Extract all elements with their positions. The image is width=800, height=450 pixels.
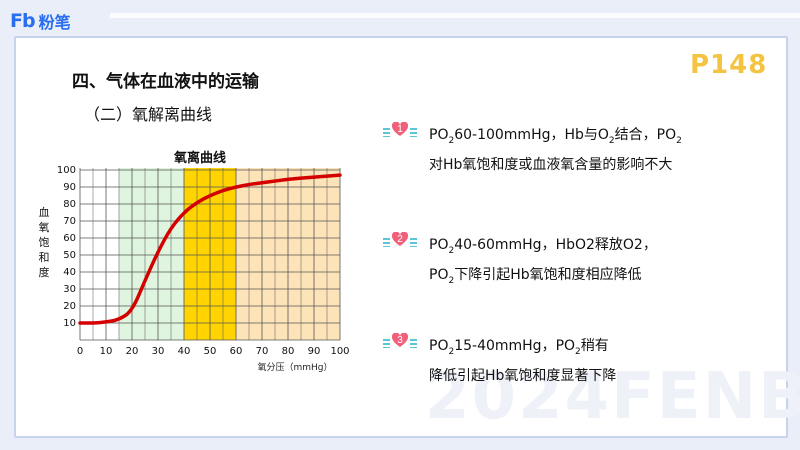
y-tick-label: 60 xyxy=(63,233,76,244)
y-axis-label-char: 和 xyxy=(39,251,50,264)
y-tick-label: 20 xyxy=(63,301,76,312)
brand-logo: Fb xyxy=(10,10,36,32)
y-tick-label: 80 xyxy=(63,199,76,210)
note-1-line2: 对Hb氧饱和度或血液氧含量的影响不大 xyxy=(429,156,673,173)
watermark: 2024FENBI xyxy=(425,360,800,434)
y-tick-label: 50 xyxy=(63,250,76,261)
heart-2-icon: 2 xyxy=(383,231,417,255)
brand-name: 粉笔 xyxy=(38,13,71,32)
y-axis-label-char: 氧 xyxy=(39,220,50,234)
x-tick-labels: 0 10 20 30 40 50 60 70 80 90 100 xyxy=(77,346,350,357)
x-tick-label: 10 xyxy=(100,346,113,357)
header-stripe xyxy=(110,13,800,18)
section-title: 四、气体在血液中的运输 xyxy=(72,72,259,92)
chart-title: 氧离曲线 xyxy=(173,150,226,166)
y-axis-label-char: 血 xyxy=(39,205,50,219)
y-axis-label-char: 饱 xyxy=(39,235,50,249)
y-tick-label: 90 xyxy=(63,182,76,193)
note-3-line2: 降低引起Hb氧饱和度显著下降 xyxy=(429,367,617,384)
sub-title: （二）氧解离曲线 xyxy=(84,105,213,124)
x-tick-label: 40 xyxy=(178,346,191,357)
chart-grid xyxy=(79,168,341,341)
x-tick-label: 80 xyxy=(282,346,295,357)
x-tick-label: 0 xyxy=(77,346,83,357)
y-tick-label: 100 xyxy=(57,165,76,176)
note-2: 2 PO240-60mmHg，HbO2释放O2， PO2下降引起Hb氧饱和度相应… xyxy=(383,231,657,293)
y-tick-label: 10 xyxy=(63,318,76,329)
y-tick-label: 40 xyxy=(63,267,76,278)
heart-1-icon: 1 xyxy=(383,121,417,145)
brand: Fb 粉笔 xyxy=(10,9,71,33)
x-tick-label: 70 xyxy=(256,346,269,357)
x-tick-label: 50 xyxy=(204,346,217,357)
note-3: 3 PO215-40mmHg，PO2稍有 降低引起Hb氧饱和度显著下降 xyxy=(383,332,617,388)
heart-3-icon: 3 xyxy=(383,332,417,356)
x-tick-label: 100 xyxy=(330,346,349,357)
x-tick-label: 90 xyxy=(308,346,321,357)
y-tick-label: 30 xyxy=(63,284,76,295)
note-1: 1 PO260-100mmHg，Hb与O2结合，PO2 对Hb氧饱和度或血液氧含… xyxy=(383,121,682,177)
x-axis-label: 氧分压（mmHg） xyxy=(257,361,332,373)
x-tick-label: 60 xyxy=(230,346,243,357)
chart-region-0 xyxy=(80,168,119,340)
x-tick-label: 20 xyxy=(126,346,139,357)
y-axis-label-char: 度 xyxy=(39,265,50,279)
page-number: P148 xyxy=(690,50,768,80)
dissociation-curve xyxy=(78,173,342,325)
x-tick-label: 30 xyxy=(152,346,165,357)
y-tick-labels: 10 20 30 40 50 60 70 80 90 100 xyxy=(57,165,76,329)
y-tick-label: 70 xyxy=(63,216,76,227)
